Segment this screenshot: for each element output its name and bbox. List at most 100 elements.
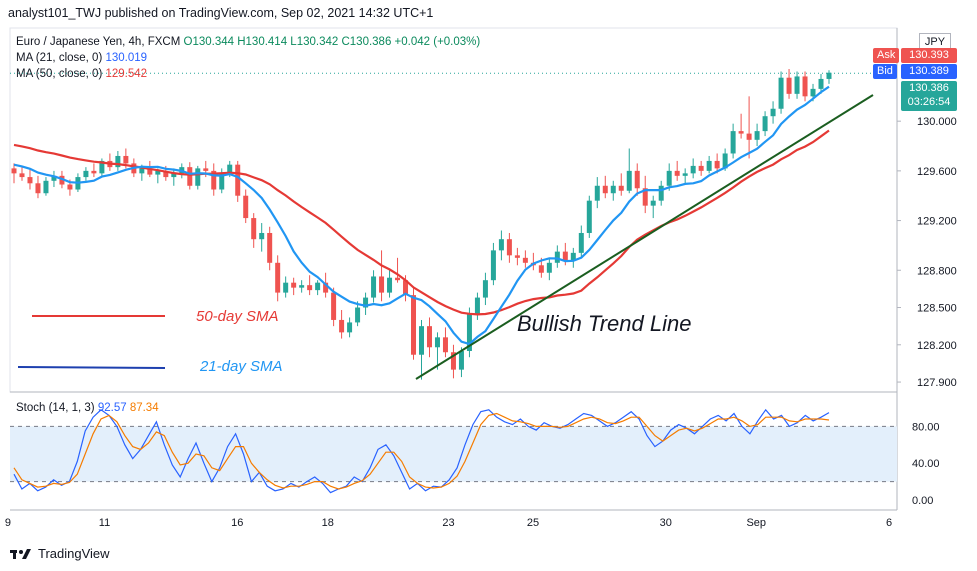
candle-body <box>738 131 744 134</box>
annotation-layer: 50-day SMA 21-day SMA Bullish Trend Line <box>17 94 874 380</box>
ma21-legend: MA (21, close, 0) 130.019 <box>16 52 147 64</box>
candle-body <box>754 131 760 140</box>
candle-body <box>538 265 544 273</box>
candle-body <box>43 180 49 194</box>
candle-body <box>83 170 89 178</box>
candle-body <box>514 255 520 258</box>
candle-body <box>778 77 784 109</box>
candle-body <box>411 295 417 355</box>
candle-body <box>123 155 129 164</box>
candle-body <box>434 337 440 348</box>
candle-body <box>363 297 369 308</box>
ma21-label: MA (21, close, 0) <box>16 52 103 64</box>
ma21-line <box>13 85 830 346</box>
candle-body <box>722 153 728 169</box>
price-tick-label: 128.500 <box>917 303 957 315</box>
candle-body <box>11 168 17 174</box>
candle-body <box>770 108 776 117</box>
candle-body <box>187 167 193 186</box>
ask-label: Ask <box>873 48 900 63</box>
candle-body <box>395 277 401 281</box>
candle-body <box>307 285 313 291</box>
candle-body <box>139 168 145 174</box>
symbol-legend: Euro / Japanese Yen, 4h, FXCM O130.344 H… <box>16 36 480 48</box>
ohlc-low: L130.342 <box>290 36 339 48</box>
publisher-line: analyst101_TWJ published on TradingView.… <box>8 6 434 20</box>
candle-body <box>259 232 265 240</box>
candle-body <box>634 170 640 189</box>
time-tick-label: 9 <box>5 517 11 529</box>
candle-body <box>610 185 616 194</box>
bid-price: 130.389 <box>901 64 957 79</box>
candle-body <box>211 170 217 190</box>
ohlc-open: O130.344 <box>183 36 235 48</box>
price-tick-label: 128.800 <box>917 265 957 277</box>
candle-body <box>570 252 576 261</box>
candle-body <box>243 195 249 219</box>
candle-body <box>219 173 225 190</box>
time-tick-label: Sep <box>746 517 766 529</box>
candle-body <box>339 319 345 333</box>
stoch-lines-layer <box>13 408 830 494</box>
candle-body <box>163 170 169 178</box>
last-price-tag: 130.386 03:26:54 <box>901 81 957 111</box>
candle-body <box>642 188 648 206</box>
sma50-annotation: 50-day SMA <box>196 308 279 325</box>
candle-body <box>746 133 752 140</box>
footer-brand[interactable]: TradingView <box>10 546 110 561</box>
sma21-annotation: 21-day SMA <box>199 358 283 375</box>
stoch-k-value: 92.57 <box>97 402 127 414</box>
ohlc-high: H130.414 <box>237 36 288 48</box>
candle-body <box>442 337 448 353</box>
ohlc-change: +0.042 (+0.03%) <box>394 36 481 48</box>
candle-body <box>826 72 832 79</box>
candle-body <box>67 184 73 190</box>
candle-body <box>171 173 177 178</box>
candle-body <box>251 218 257 240</box>
candle-body <box>426 326 432 348</box>
tradingview-logo-icon <box>10 548 31 559</box>
stoch-k-line <box>13 408 830 494</box>
stoch-tick-label: 40.00 <box>912 458 940 470</box>
candle-body <box>331 292 337 320</box>
candle-body <box>626 170 632 191</box>
ma50-legend: MA (50, close, 0) 129.542 <box>16 68 147 80</box>
candle-body <box>355 307 361 323</box>
candle-body <box>586 200 592 233</box>
candle-body <box>666 170 672 186</box>
stoch-tick-label: 0.00 <box>912 495 933 507</box>
candle-body <box>195 168 201 186</box>
candle-body <box>371 276 377 298</box>
candle-body <box>27 177 33 184</box>
candle-body <box>419 326 424 355</box>
ma50-label: MA (50, close, 0) <box>16 68 103 80</box>
candle-body <box>786 77 792 94</box>
candle-body <box>546 262 552 273</box>
stoch-d-value: 87.34 <box>129 402 159 414</box>
stoch-legend: Stoch (14, 1, 3) 92.57 87.34 <box>16 402 159 414</box>
candle-body <box>387 277 393 293</box>
axes-layer: 130.000 129.600 129.200 128.800 128.500 128.2… <box>5 116 957 529</box>
last-price: 130.386 <box>909 82 949 94</box>
candle-body <box>275 262 281 293</box>
candle-body <box>323 282 329 293</box>
time-tick-label: 23 <box>442 517 454 529</box>
candle-body <box>690 165 696 174</box>
candle-body <box>498 239 504 251</box>
candle-body <box>403 280 409 296</box>
candle-body <box>602 185 608 194</box>
candle-body <box>618 185 624 191</box>
candle-body <box>147 168 153 175</box>
candle-body <box>682 173 688 176</box>
footer-brand-text: TradingView <box>38 546 110 561</box>
ma21-value: 130.019 <box>105 52 148 64</box>
candle-body <box>794 76 800 94</box>
candle-body <box>522 257 528 263</box>
candle-body <box>658 185 664 201</box>
stoch-tick-label: 80.00 <box>912 421 940 433</box>
candle-body <box>802 76 808 97</box>
sma21-legend-line <box>17 366 166 369</box>
price-tick-label: 130.000 <box>917 116 957 128</box>
grid-layer <box>9 27 898 511</box>
